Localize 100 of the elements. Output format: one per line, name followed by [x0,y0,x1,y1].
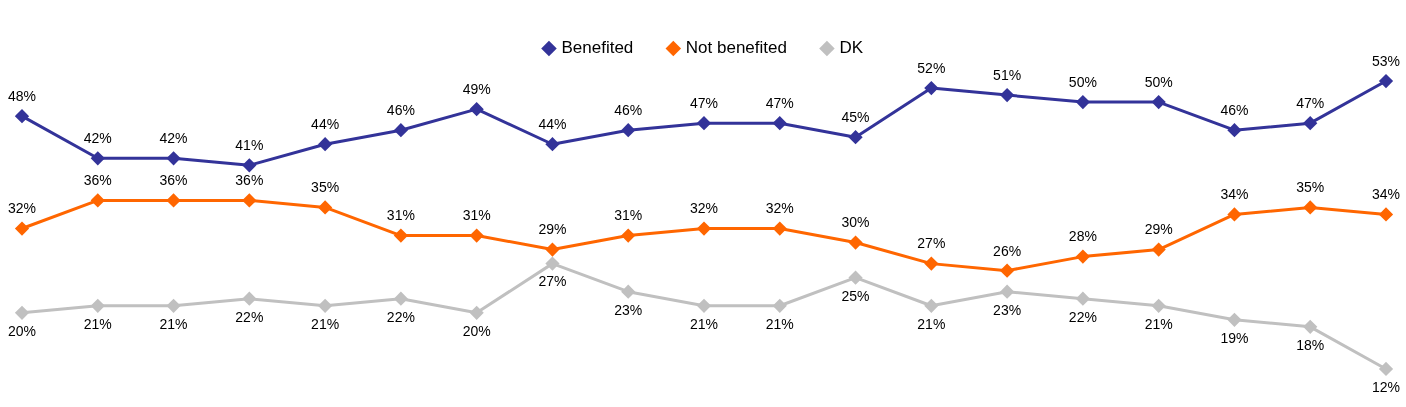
point [773,299,787,313]
data-label: 45% [841,109,870,126]
point [1227,313,1241,327]
data-label: 21% [311,315,340,332]
data-label: 34% [1220,186,1249,203]
data-label: 41% [235,137,264,154]
point [318,200,332,214]
data-label: 42% [83,130,112,147]
point [1379,74,1393,88]
point [91,193,105,207]
point [1000,264,1014,278]
point [242,158,256,172]
data-label: 21% [765,315,794,332]
data-label: 27% [538,273,567,290]
point [1303,200,1317,214]
data-label: 18% [1296,336,1325,353]
point [91,299,105,313]
point [621,285,635,299]
data-label: 19% [1220,329,1249,346]
data-label: 23% [614,301,643,318]
data-label: 44% [538,116,567,133]
point [1076,250,1090,264]
legend-label: DK [839,38,864,58]
data-label: 46% [614,102,643,119]
data-label: 52% [917,59,946,76]
data-label: 22% [386,308,415,325]
point [167,151,181,165]
point [242,292,256,306]
data-label: 23% [993,301,1022,318]
data-label: 53% [1371,52,1401,69]
legend-label: Not benefited [685,38,787,58]
data-label: 28% [1068,228,1097,245]
point [924,257,938,271]
data-label: 51% [993,66,1022,83]
point [621,229,635,243]
point [1379,362,1393,376]
data-label: 44% [311,116,340,133]
point [470,306,484,320]
data-label: 31% [614,207,643,224]
point [1303,320,1317,334]
point [1152,299,1166,313]
data-label: 35% [311,179,340,196]
point [545,137,559,151]
data-label: 36% [83,172,112,189]
point [1303,116,1317,130]
point [1152,95,1166,109]
data-label: 29% [538,221,567,238]
data-label: 30% [841,214,870,231]
data-label: 20% [7,322,37,339]
data-label: 21% [917,315,946,332]
point [697,222,711,236]
point [318,137,332,151]
data-label: 36% [159,172,188,189]
point [470,102,484,116]
data-label: 21% [1144,315,1173,332]
data-label: 49% [462,80,491,97]
data-label: 26% [993,242,1022,259]
point [849,271,863,285]
data-label: 46% [1220,102,1249,119]
point [924,299,938,313]
data-label: 46% [386,102,415,119]
data-label: 34% [1371,186,1401,203]
point [394,292,408,306]
point [697,299,711,313]
point [1076,292,1090,306]
data-label: 47% [765,95,794,112]
data-label: 12% [1371,378,1401,395]
point [15,109,29,123]
data-label: 42% [159,130,188,147]
point [1379,207,1393,221]
data-label: 27% [917,235,946,252]
data-label: 25% [841,287,870,304]
data-label: 36% [235,172,264,189]
data-label: 20% [462,322,491,339]
point [545,243,559,257]
point [1000,285,1014,299]
point [318,299,332,313]
point [470,229,484,243]
point [394,229,408,243]
data-label: 22% [235,308,264,325]
point [1227,123,1241,137]
point [924,81,938,95]
data-label: 29% [1144,221,1173,238]
point [394,123,408,137]
data-label: 47% [1296,95,1325,112]
data-label: 21% [159,315,188,332]
data-label: 35% [1296,179,1325,196]
data-label: 50% [1068,73,1097,90]
point [91,151,105,165]
data-label: 31% [386,207,415,224]
legend-label: Benefited [561,38,634,58]
data-label: 32% [765,200,794,217]
point [1152,243,1166,257]
data-label: 32% [7,200,37,217]
data-label: 21% [83,315,112,332]
point [1227,207,1241,221]
data-label: 47% [689,95,719,112]
point [15,222,29,236]
point [15,306,29,320]
point [773,222,787,236]
